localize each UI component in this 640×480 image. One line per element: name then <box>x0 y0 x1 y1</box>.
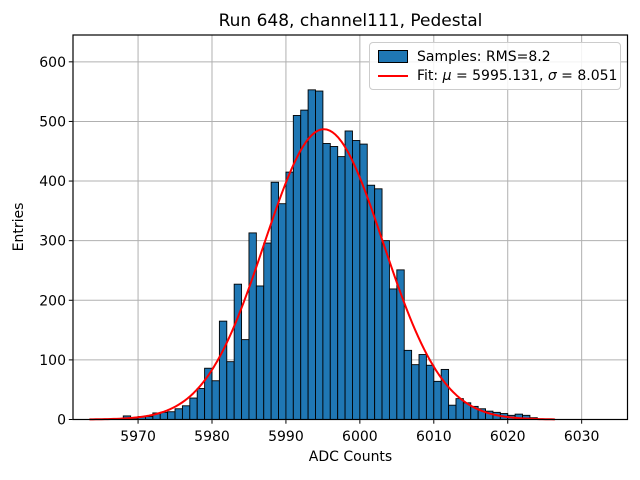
histogram-bar <box>233 283 243 420</box>
legend-entry-fit: Fit: μ = 5995.131, σ = 8.051 <box>378 68 617 84</box>
histogram-bar <box>411 364 420 420</box>
histogram-bar <box>300 109 309 420</box>
histogram-bar <box>329 146 339 420</box>
legend-entry-samples: Samples: RMS=8.2 <box>378 49 612 65</box>
x-tick-label: 6020 <box>490 429 526 445</box>
histogram-bar <box>189 397 198 420</box>
histogram-bar <box>167 411 176 420</box>
y-tick-label: 400 <box>39 174 66 190</box>
y-tick-label: 500 <box>39 114 66 130</box>
legend-samples-patch-icon <box>378 50 408 63</box>
histogram-bar <box>241 339 250 420</box>
histogram-bar <box>448 404 457 420</box>
histogram-bar <box>248 232 257 420</box>
y-tick-label: 200 <box>39 293 66 309</box>
histogram-bar <box>218 320 228 420</box>
y-axis-label: Entries <box>11 202 27 252</box>
fit-curve <box>89 128 556 421</box>
histogram-bar <box>196 388 206 420</box>
x-tick-label: 6000 <box>342 429 378 445</box>
histogram-bar <box>455 398 464 420</box>
histogram-bar <box>285 171 294 420</box>
histogram-bar <box>263 242 272 420</box>
x-tick-label: 5980 <box>194 429 230 445</box>
legend: Samples: RMS=8.2 Fit: μ = 5995.131, σ = … <box>369 42 621 90</box>
histogram-bar <box>433 380 442 420</box>
x-tick-label: 5990 <box>268 429 304 445</box>
histogram-bar <box>211 380 220 420</box>
x-tick-label: 6010 <box>416 429 452 445</box>
legend-fit-label: Fit: μ = 5995.131, σ = 8.051 <box>417 67 618 84</box>
legend-fit-line-icon <box>378 74 408 77</box>
histogram-bar <box>344 130 353 420</box>
y-tick-label: 300 <box>39 234 66 250</box>
histogram-bar <box>181 405 191 420</box>
y-tick-label: 600 <box>39 55 66 71</box>
histogram-bar <box>388 288 398 420</box>
histogram-bar <box>440 368 450 420</box>
x-axis-label: ADC Counts <box>308 449 393 465</box>
histogram-bar <box>425 364 435 420</box>
histogram-bar <box>337 156 346 420</box>
histogram-bar <box>381 240 390 420</box>
axes-spines <box>72 34 629 421</box>
histogram-bar <box>174 408 183 420</box>
histogram-bar <box>366 184 376 420</box>
x-tick-label: 5970 <box>120 429 156 445</box>
histogram-bar <box>255 285 265 420</box>
histogram-bar <box>322 143 331 420</box>
chart-title: Run 648, channel111, Pedestal <box>218 11 483 31</box>
histogram-bar <box>315 90 324 420</box>
histogram-bar <box>403 349 413 420</box>
y-tick-label: 100 <box>39 353 66 369</box>
histogram-bar <box>418 354 427 420</box>
x-tick-label: 6030 <box>564 429 600 445</box>
legend-samples-label: Samples: RMS=8.2 <box>417 48 551 65</box>
histogram-bar <box>226 361 235 420</box>
histogram-bar <box>352 140 361 420</box>
histogram-bar <box>278 203 287 420</box>
y-tick-label: 0 <box>57 413 66 429</box>
